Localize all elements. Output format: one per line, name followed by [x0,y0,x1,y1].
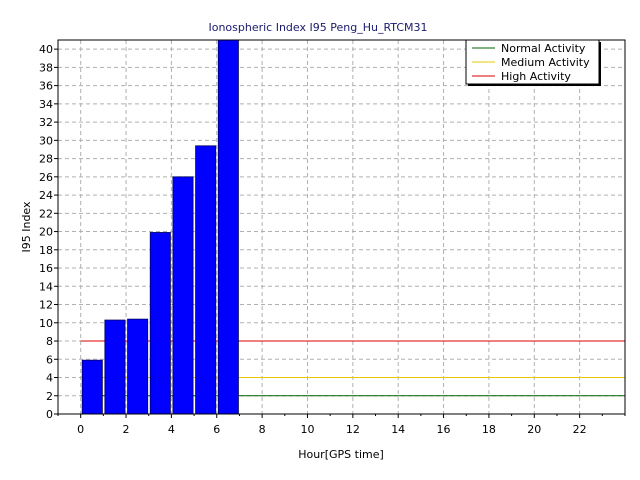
x-tick-label: 6 [213,423,220,436]
y-tick-label: 32 [39,116,53,129]
y-tick-label: 24 [39,189,53,202]
y-tick-label: 8 [46,335,53,348]
x-tick-label: 16 [437,423,451,436]
y-tick-label: 40 [39,43,53,56]
y-tick-label: 12 [39,299,53,312]
x-tick-label: 20 [527,423,541,436]
bar-hour-3 [149,232,171,415]
bar-hour-0 [81,359,103,415]
x-tick-label: 0 [77,423,84,436]
x-tick-label: 22 [573,423,587,436]
x-tick-label: 10 [300,423,314,436]
y-tick-label: 22 [39,207,53,220]
y-tick-label: 4 [46,372,53,385]
y-tick-label: 30 [39,134,53,147]
bar-hour-1 [104,319,126,415]
y-tick-label: 26 [39,171,53,184]
y-tick-label: 16 [39,262,53,275]
y-tick-label: 38 [39,61,53,74]
x-tick-label: 12 [346,423,360,436]
x-tick-label: 8 [259,423,266,436]
bar-hour-2 [127,318,149,415]
x-tick-label: 14 [391,423,405,436]
y-axis-label: I95 Index [20,201,33,253]
bar-hour-4 [172,176,194,415]
legend-label-3: High Activity [501,70,571,83]
y-tick-label: 14 [39,280,53,293]
y-tick-label: 18 [39,244,53,257]
plot-border [57,39,626,415]
y-tick-label: 6 [46,353,53,366]
x-tick-label: 2 [123,423,130,436]
chart-title: Ionospheric Index I95 Peng_Hu_RTCM31 [208,21,427,34]
x-axis-label: Hour[GPS time] [298,448,384,461]
y-tick-label: 28 [39,153,53,166]
x-tick-label: 4 [168,423,175,436]
legend-label-1: Normal Activity [501,42,586,55]
bars [81,39,239,415]
y-tick-label: 36 [39,80,53,93]
y-tick-label: 20 [39,226,53,239]
bar-hour-5 [195,145,217,415]
legend-label-2: Medium Activity [501,56,590,69]
y-tick-label: 0 [46,408,53,421]
y-tick-label: 10 [39,317,53,330]
y-tick-label: 2 [46,390,53,403]
threshold-lines [80,340,625,397]
y-tick-label: 34 [39,98,53,111]
bar-hour-6 [217,39,239,415]
x-tick-label: 18 [482,423,496,436]
